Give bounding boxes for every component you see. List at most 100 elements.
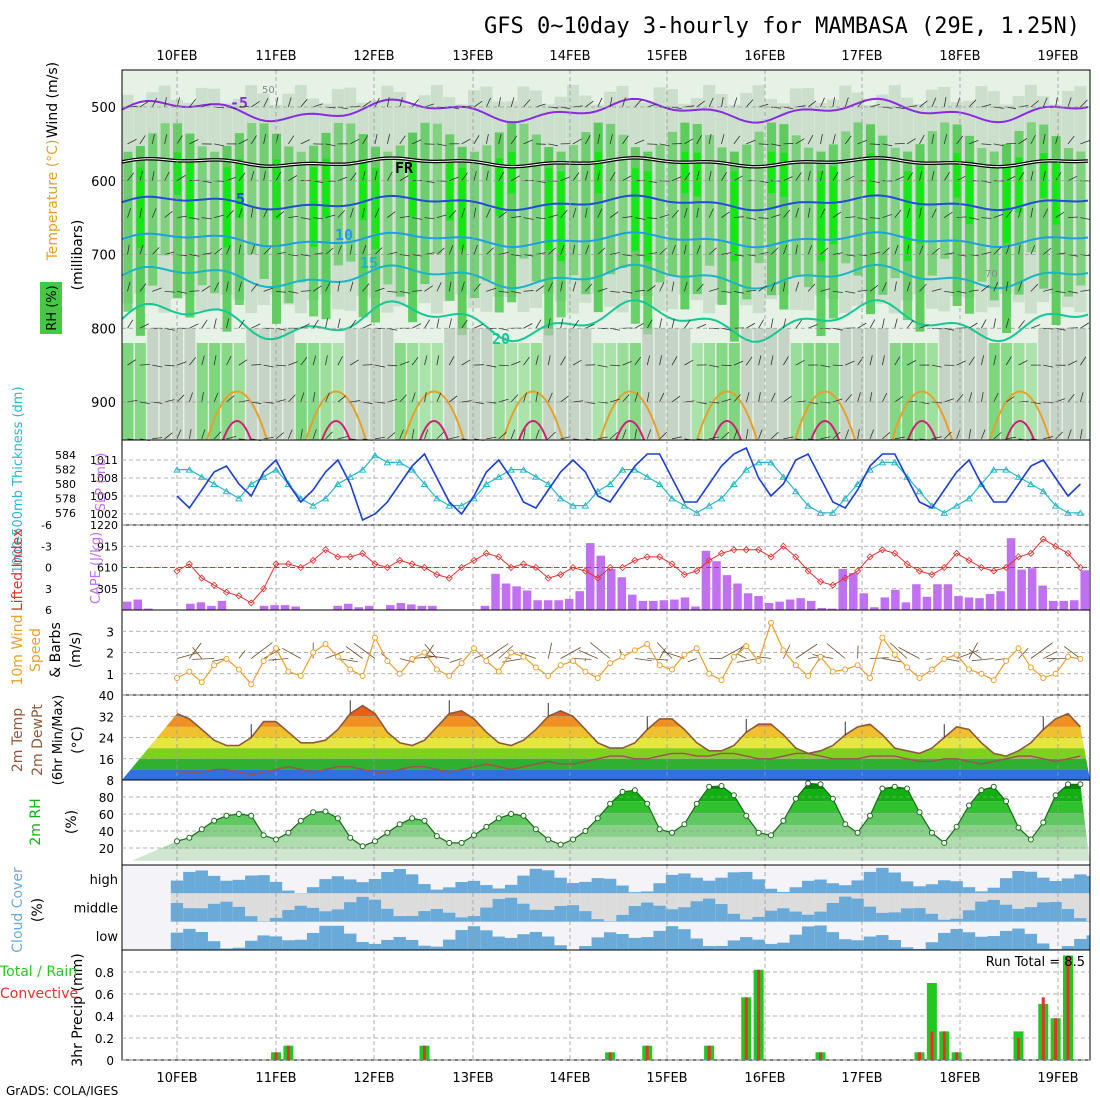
wind-barb: [696, 283, 704, 292]
wind-barb: [659, 282, 665, 292]
wind-barb: [189, 217, 200, 220]
li-point: [953, 549, 961, 557]
wind10-point: [978, 670, 985, 677]
thickness-point: [1002, 466, 1011, 473]
wind10-barb: [898, 647, 920, 659]
cloud-mid-bg: [950, 893, 963, 922]
rh-moist: [940, 122, 950, 259]
thickness-point: [915, 487, 924, 495]
wind10-barb: [756, 656, 772, 659]
wind-barb: [671, 176, 682, 182]
rh-moist: [197, 146, 207, 286]
rh-low-moist: [716, 343, 728, 440]
wind-barb: [436, 214, 447, 219]
wind-barb: [411, 139, 422, 145]
wind10-point: [743, 643, 750, 650]
li-point: [680, 571, 688, 579]
rh-low: [753, 328, 765, 439]
wind-barb: [473, 323, 484, 329]
wind-barb: [807, 134, 814, 145]
wind-barb: [684, 105, 695, 108]
wind-barb: [622, 175, 632, 182]
rh-moist: [173, 123, 182, 299]
rh-low: [1075, 328, 1087, 439]
wind-barb: [684, 400, 695, 403]
wind-barb: [708, 133, 712, 144]
cloud-cell: [641, 891, 654, 894]
cloud-cell: [888, 912, 901, 922]
wind-barb: [164, 251, 175, 255]
wind-barb: [498, 364, 509, 367]
wind-barb: [275, 290, 286, 293]
wind10-barb: [192, 658, 215, 660]
panels: -5FR51015205070500600700800900(millibars…: [0, 62, 1091, 1068]
cloud-cell: [900, 881, 914, 894]
cloud-cell: [801, 926, 815, 950]
wind10-barb: [657, 642, 673, 659]
rh2m-point: [1077, 781, 1084, 788]
cloud-cell: [542, 936, 555, 950]
date-label-bottom: 14FEB: [549, 1071, 590, 1086]
li-point: [284, 560, 292, 568]
rh-low: [679, 328, 691, 439]
wind-barb: [362, 135, 369, 145]
rh-low-moist: [518, 343, 530, 440]
wind-barb: [201, 429, 206, 440]
cape-bar: [838, 568, 847, 610]
wind-barb: [176, 429, 182, 440]
precip-convective-bar: [819, 1052, 822, 1060]
cloud-mid-bg: [603, 893, 617, 922]
wind-barb: [535, 355, 539, 366]
wind10-barb: [176, 652, 200, 659]
rh2m-point: [334, 815, 341, 822]
cloud-cell: [938, 932, 951, 950]
wind-barb: [845, 216, 856, 219]
wind-barb: [127, 139, 137, 145]
wind-barb: [399, 175, 409, 182]
wind-barb: [560, 318, 564, 329]
wind-barb: [919, 207, 922, 218]
wind-barb: [523, 428, 526, 439]
wind-barb: [857, 428, 860, 439]
cloud-cell: [962, 932, 976, 950]
wind10-barb: [560, 647, 581, 659]
wind-barb: [312, 319, 319, 329]
temp2m-line: [176, 704, 1081, 757]
rh-low: [964, 328, 975, 439]
wind-barb: [721, 398, 732, 403]
rh-moist: [272, 133, 281, 324]
rh-band: [122, 848, 1090, 861]
wind-barb: [1080, 99, 1088, 108]
cloud-cell: [480, 885, 493, 894]
wind-barb: [919, 100, 928, 108]
cloud-cell: [628, 906, 642, 922]
wind-barb: [597, 364, 608, 368]
wind-barb: [610, 252, 621, 255]
rh-moist: [742, 144, 752, 300]
thickness-line: [177, 454, 1081, 514]
wind10-barb: [427, 655, 450, 659]
temp-tick-label: 40: [99, 689, 114, 703]
rh-moist: [123, 151, 133, 312]
wind-barb: [213, 392, 219, 403]
rh-saturated: [768, 151, 775, 194]
wind-barb: [362, 283, 370, 292]
rh-moist: [395, 145, 405, 297]
thickness-point: [853, 480, 862, 487]
wind-barb: [572, 400, 583, 403]
cloud-cell: [294, 905, 307, 922]
cloud-cell: [702, 946, 716, 950]
wind-barb: [968, 356, 975, 366]
wind-barb: [733, 175, 743, 182]
wind-barb: [411, 428, 415, 439]
cape-bar: [901, 602, 911, 610]
thickness-point: [754, 458, 763, 466]
cape-bar: [1080, 570, 1089, 610]
wind-barb: [832, 398, 843, 403]
rh2m-point: [483, 823, 490, 830]
cloud-cell: [826, 883, 840, 894]
thickness-point: [729, 480, 738, 487]
cloud-cell: [220, 948, 233, 950]
